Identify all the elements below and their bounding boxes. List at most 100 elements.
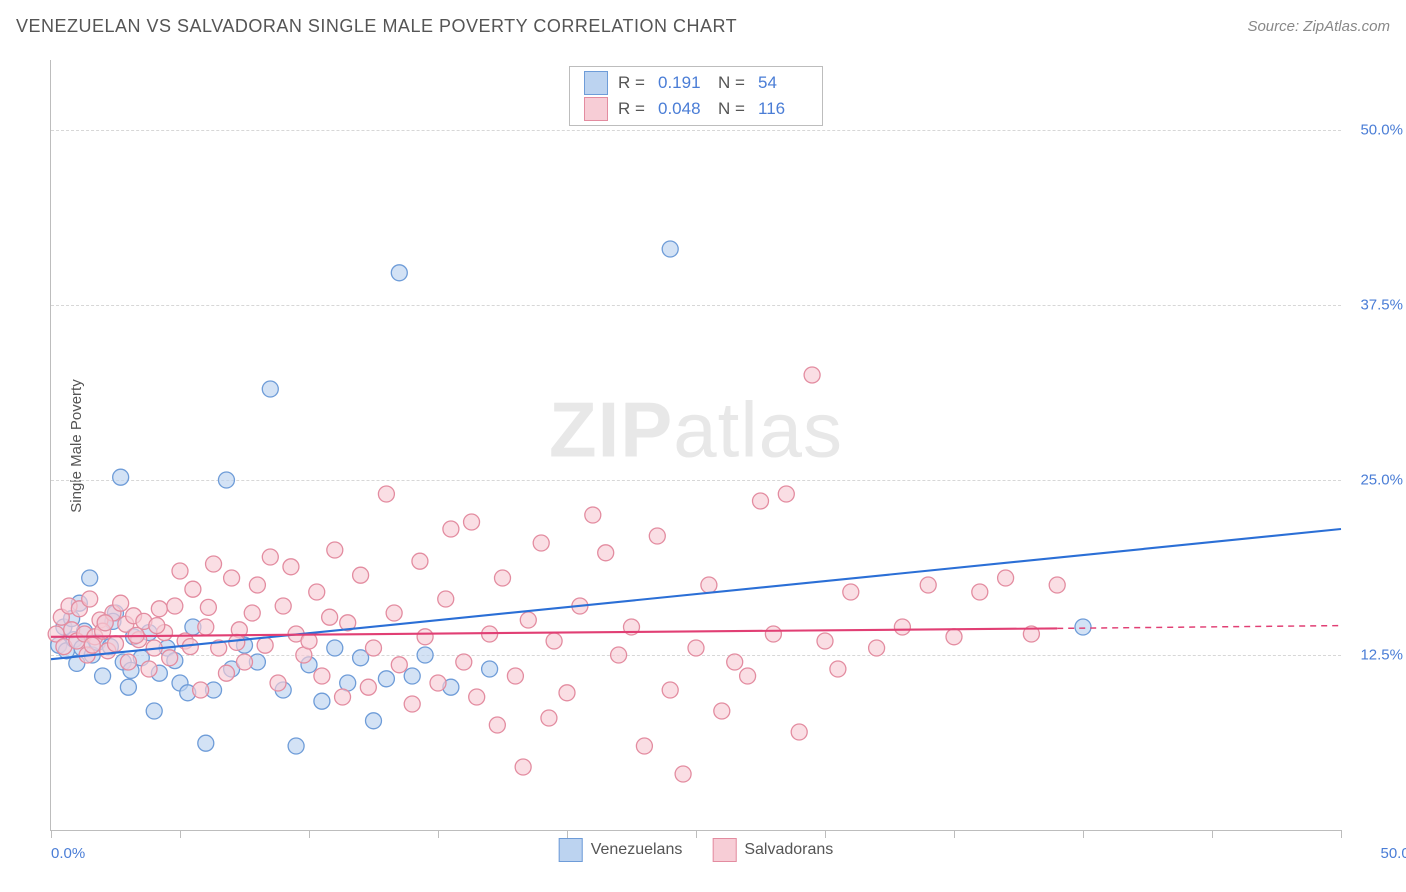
- n-label: N =: [718, 73, 748, 93]
- scatter-point: [464, 514, 480, 530]
- scatter-point: [167, 598, 183, 614]
- title-bar: VENEZUELAN VS SALVADORAN SINGLE MALE POV…: [16, 16, 1390, 37]
- scatter-point: [546, 633, 562, 649]
- scatter-point: [559, 685, 575, 701]
- r-value: 0.191: [658, 73, 708, 93]
- swatch-icon: [584, 71, 608, 95]
- scatter-point: [404, 696, 420, 712]
- scatter-point: [141, 661, 157, 677]
- scatter-point: [636, 738, 652, 754]
- scatter-point: [237, 654, 253, 670]
- scatter-point: [791, 724, 807, 740]
- scatter-point: [314, 693, 330, 709]
- scatter-point: [224, 570, 240, 586]
- scatter-point: [541, 710, 557, 726]
- x-tick: [438, 830, 439, 838]
- scatter-point: [327, 542, 343, 558]
- legend-label: Venezuelans: [591, 841, 683, 859]
- scatter-point: [417, 647, 433, 663]
- scatter-point: [193, 682, 209, 698]
- scatter-point: [456, 654, 472, 670]
- x-tick: [1212, 830, 1213, 838]
- scatter-point: [314, 668, 330, 684]
- scatter-point: [753, 493, 769, 509]
- y-tick-label: 50.0%: [1348, 122, 1403, 139]
- scatter-point: [611, 647, 627, 663]
- scatter-point: [972, 584, 988, 600]
- scatter-point: [920, 577, 936, 593]
- x-tick: [696, 830, 697, 838]
- scatter-point: [688, 640, 704, 656]
- scatter-point: [262, 549, 278, 565]
- y-tick-label: 25.0%: [1348, 472, 1403, 489]
- scatter-point: [662, 241, 678, 257]
- scatter-point: [998, 570, 1014, 586]
- scatter-point: [149, 618, 165, 634]
- scatter-point: [830, 661, 846, 677]
- scatter-point: [489, 717, 505, 733]
- scatter-point: [185, 581, 201, 597]
- x-tick: [1083, 830, 1084, 838]
- y-tick-label: 12.5%: [1348, 647, 1403, 664]
- scatter-point: [146, 703, 162, 719]
- scatter-svg: [51, 60, 1341, 830]
- x-tick: [51, 830, 52, 838]
- stats-legend: R = 0.191 N = 54 R = 0.048 N = 116: [569, 66, 823, 126]
- bottom-legend: Venezuelans Salvadorans: [559, 838, 834, 862]
- n-value: 116: [758, 99, 808, 119]
- stats-row: R = 0.048 N = 116: [570, 96, 822, 122]
- scatter-point: [507, 668, 523, 684]
- scatter-point: [412, 553, 428, 569]
- scatter-point: [249, 577, 265, 593]
- scatter-point: [520, 612, 536, 628]
- scatter-point: [366, 713, 382, 729]
- x-tick: [954, 830, 955, 838]
- scatter-point: [740, 668, 756, 684]
- scatter-point: [533, 535, 549, 551]
- scatter-point: [198, 735, 214, 751]
- swatch-icon: [712, 838, 736, 862]
- scatter-point: [262, 381, 278, 397]
- x-tick-label: 50.0%: [1380, 845, 1406, 862]
- scatter-point: [283, 559, 299, 575]
- scatter-point: [1075, 619, 1091, 635]
- scatter-point: [97, 615, 113, 631]
- scatter-point: [218, 472, 234, 488]
- scatter-point: [95, 668, 111, 684]
- scatter-point: [82, 591, 98, 607]
- scatter-point: [353, 567, 369, 583]
- scatter-point: [270, 675, 286, 691]
- scatter-point: [391, 265, 407, 281]
- scatter-point: [120, 654, 136, 670]
- r-label: R =: [618, 99, 648, 119]
- y-tick-label: 37.5%: [1348, 297, 1403, 314]
- scatter-point: [386, 605, 402, 621]
- scatter-point: [430, 675, 446, 691]
- scatter-point: [778, 486, 794, 502]
- trend-line-extrapolated: [1057, 626, 1341, 629]
- scatter-point: [378, 486, 394, 502]
- x-tick: [1341, 830, 1342, 838]
- x-tick-label: 0.0%: [51, 845, 85, 862]
- scatter-point: [327, 640, 343, 656]
- scatter-point: [229, 634, 245, 650]
- r-label: R =: [618, 73, 648, 93]
- scatter-point: [946, 629, 962, 645]
- scatter-point: [378, 671, 394, 687]
- legend-label: Salvadorans: [744, 841, 833, 859]
- scatter-point: [443, 521, 459, 537]
- scatter-point: [675, 766, 691, 782]
- scatter-point: [804, 367, 820, 383]
- scatter-point: [309, 584, 325, 600]
- scatter-point: [151, 601, 167, 617]
- scatter-point: [322, 609, 338, 625]
- chart-title: VENEZUELAN VS SALVADORAN SINGLE MALE POV…: [16, 16, 737, 37]
- scatter-point: [275, 598, 291, 614]
- scatter-point: [113, 595, 129, 611]
- scatter-point: [894, 619, 910, 635]
- scatter-point: [662, 682, 678, 698]
- scatter-point: [1049, 577, 1065, 593]
- scatter-point: [727, 654, 743, 670]
- scatter-point: [495, 570, 511, 586]
- scatter-point: [206, 556, 222, 572]
